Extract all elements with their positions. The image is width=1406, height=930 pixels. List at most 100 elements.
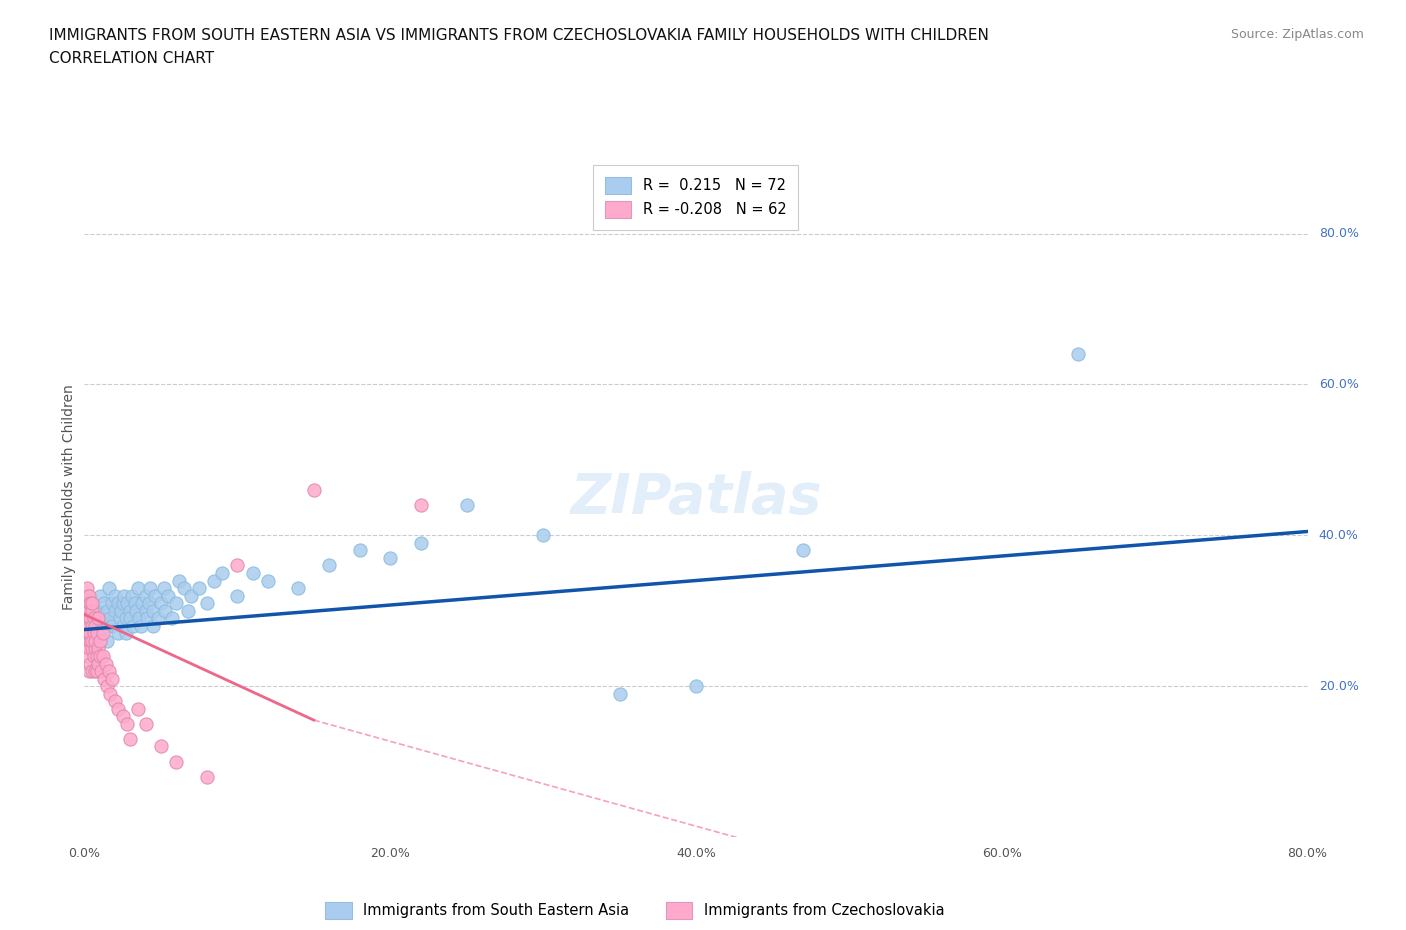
Point bbox=[96, 633, 118, 648]
Point bbox=[409, 536, 432, 551]
Point bbox=[80, 618, 103, 633]
Point bbox=[77, 588, 100, 603]
Point bbox=[135, 604, 157, 618]
Point bbox=[165, 596, 187, 611]
Point bbox=[80, 618, 103, 633]
Text: ZIPatlas: ZIPatlas bbox=[571, 471, 821, 525]
Point bbox=[143, 588, 166, 603]
Point bbox=[97, 664, 120, 679]
Point bbox=[75, 633, 97, 648]
Point bbox=[76, 648, 98, 663]
Point bbox=[77, 633, 100, 648]
Point bbox=[318, 558, 340, 573]
Point bbox=[87, 656, 110, 671]
Point bbox=[128, 611, 150, 626]
Point bbox=[349, 543, 371, 558]
Point bbox=[211, 565, 233, 580]
Point bbox=[89, 648, 111, 663]
Point bbox=[1067, 347, 1090, 362]
Point bbox=[120, 611, 142, 626]
Point bbox=[114, 611, 136, 626]
Point bbox=[195, 596, 218, 611]
Point bbox=[97, 580, 120, 595]
Point bbox=[104, 604, 127, 618]
Point bbox=[89, 633, 111, 648]
Point bbox=[79, 656, 101, 671]
Point bbox=[79, 611, 101, 626]
Point bbox=[792, 543, 814, 558]
Point bbox=[93, 596, 115, 611]
Point bbox=[83, 648, 105, 663]
Point bbox=[609, 686, 631, 701]
Point bbox=[94, 618, 117, 633]
Point bbox=[77, 604, 100, 618]
Point bbox=[195, 769, 218, 784]
Point bbox=[84, 664, 107, 679]
Point bbox=[91, 611, 114, 626]
Point bbox=[87, 611, 110, 626]
Point bbox=[142, 618, 165, 633]
Point bbox=[107, 701, 129, 716]
Text: 80.0%: 80.0% bbox=[1319, 227, 1358, 240]
Point bbox=[84, 633, 107, 648]
Point bbox=[173, 580, 195, 595]
Point bbox=[138, 596, 160, 611]
Point bbox=[242, 565, 264, 580]
Point bbox=[96, 604, 118, 618]
Point bbox=[76, 626, 98, 641]
Point bbox=[380, 551, 402, 565]
Point bbox=[409, 498, 432, 512]
Point bbox=[139, 580, 162, 595]
Point bbox=[77, 618, 100, 633]
Point bbox=[101, 671, 124, 686]
Point bbox=[86, 604, 108, 618]
Point bbox=[83, 626, 105, 641]
Point bbox=[76, 611, 98, 626]
Point bbox=[98, 686, 121, 701]
Point bbox=[111, 709, 134, 724]
Text: CORRELATION CHART: CORRELATION CHART bbox=[49, 51, 214, 66]
Point bbox=[121, 588, 143, 603]
Point bbox=[135, 716, 157, 731]
Point bbox=[188, 580, 211, 595]
Point bbox=[142, 604, 165, 618]
Point bbox=[80, 664, 103, 679]
Point bbox=[127, 580, 149, 595]
Point bbox=[120, 732, 142, 747]
Text: 20.0%: 20.0% bbox=[1319, 680, 1358, 693]
Point bbox=[124, 596, 146, 611]
Point bbox=[98, 611, 121, 626]
Point bbox=[107, 596, 129, 611]
Point bbox=[153, 580, 176, 595]
Point bbox=[167, 573, 190, 588]
Point bbox=[157, 588, 180, 603]
Point bbox=[226, 588, 249, 603]
Point bbox=[104, 694, 127, 709]
Point bbox=[79, 626, 101, 641]
Point bbox=[155, 604, 177, 618]
Point bbox=[135, 588, 157, 603]
Point bbox=[180, 588, 202, 603]
Point bbox=[75, 588, 97, 603]
Legend: Immigrants from South Eastern Asia, Immigrants from Czechoslovakia: Immigrants from South Eastern Asia, Immi… bbox=[319, 897, 950, 924]
Point bbox=[80, 633, 103, 648]
Point bbox=[83, 611, 105, 626]
Point bbox=[456, 498, 478, 512]
Point bbox=[91, 648, 114, 663]
Point bbox=[94, 656, 117, 671]
Point bbox=[115, 716, 138, 731]
Point bbox=[84, 641, 107, 656]
Point bbox=[79, 596, 101, 611]
Point bbox=[80, 596, 103, 611]
Point bbox=[129, 618, 152, 633]
Y-axis label: Family Households with Children: Family Households with Children bbox=[62, 385, 76, 610]
Point bbox=[86, 664, 108, 679]
Point bbox=[160, 611, 183, 626]
Text: 60.0%: 60.0% bbox=[1319, 378, 1358, 391]
Point bbox=[89, 626, 111, 641]
Point bbox=[87, 641, 110, 656]
Point bbox=[77, 664, 100, 679]
Point bbox=[257, 573, 280, 588]
Text: 40.0%: 40.0% bbox=[1319, 529, 1358, 542]
Point bbox=[226, 558, 249, 573]
